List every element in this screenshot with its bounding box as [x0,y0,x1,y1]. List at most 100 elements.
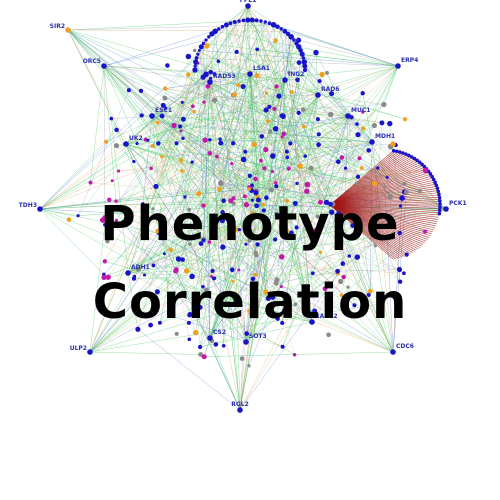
network-edge [195,61,209,87]
network-node [339,293,344,297]
network-edge [89,36,210,353]
network-node [237,227,241,232]
network-node [279,285,283,289]
network-node [272,126,279,132]
network-edge [127,219,249,274]
red-edge [329,173,431,206]
network-node [387,193,393,200]
network-node [347,254,352,258]
network-edge [127,217,292,274]
network-edge [203,69,306,357]
network-node [103,222,107,227]
network-node [437,192,441,197]
network-node [293,302,298,307]
network-node [230,162,234,166]
network-node [109,116,114,121]
network-node [312,308,318,314]
network-node [248,311,253,316]
network-edge [125,143,206,206]
network-node [104,139,109,144]
network-edges [39,5,447,411]
network-edge [138,33,289,270]
network-edge [157,21,266,232]
network-node [317,199,323,205]
network-edge [298,62,447,210]
network-node [254,18,259,23]
network-node [282,308,287,313]
network-node [254,203,260,209]
network-node [294,225,299,230]
network-edge [245,157,343,343]
network-edge [151,74,207,117]
network-edge [337,269,400,272]
network-node [361,110,365,114]
network-node [304,188,310,194]
network-node [402,117,408,122]
network-edge [204,28,282,206]
network-node [207,240,212,244]
network-node [220,244,226,250]
network-edge [238,85,257,256]
network-edge [268,121,358,125]
network-edge [199,191,257,348]
network-edge [196,5,249,59]
network-edge [258,104,385,201]
network-edge [157,122,250,190]
network-node [262,166,267,171]
network-edge [89,149,266,353]
red-edge [329,204,430,238]
network-node [208,69,213,75]
network-node [394,149,399,154]
network-edge [198,193,247,343]
network-node [355,174,361,179]
network-edge [113,209,313,323]
network-edge [39,26,278,210]
network-node [179,129,183,133]
network-edge [233,203,241,411]
network-node [201,238,206,242]
network-node [357,156,362,161]
red-edge [329,179,435,206]
network-edge [136,143,282,287]
network-edge [78,205,205,216]
network-edge [275,74,323,240]
hub-node [149,113,155,119]
network-edge [209,241,394,353]
network-edge [255,213,277,275]
network-edge [307,184,394,353]
hub-label: CS2 [213,329,226,336]
network-node [264,91,269,95]
network-edge [161,39,295,117]
network-edge [297,79,319,96]
network-edge [265,110,313,323]
network-node [220,24,225,29]
red-edge [329,181,436,206]
network-node [243,223,249,230]
network-node [325,70,329,75]
network-node [168,247,174,253]
red-edge [329,172,430,206]
network-edge [125,143,250,188]
network-edge [164,94,319,99]
network-edge [223,232,231,346]
network-edge [209,109,304,339]
network-node [397,279,403,284]
network-node [192,109,196,114]
hub-node [37,206,43,212]
network-node [297,163,303,169]
network-edge [67,20,240,31]
network-edge [247,20,256,275]
network-edge [89,224,106,353]
network-node [399,195,405,201]
network-edge [223,24,274,201]
network-edge [103,65,117,202]
network-node [303,154,307,158]
network-edge [226,24,306,157]
network-edge [115,200,344,278]
red-edge [329,204,431,237]
network-node [278,224,283,229]
network-edge [103,65,163,117]
network-node [171,122,177,129]
network-edge [182,26,278,139]
network-edge [188,74,296,204]
